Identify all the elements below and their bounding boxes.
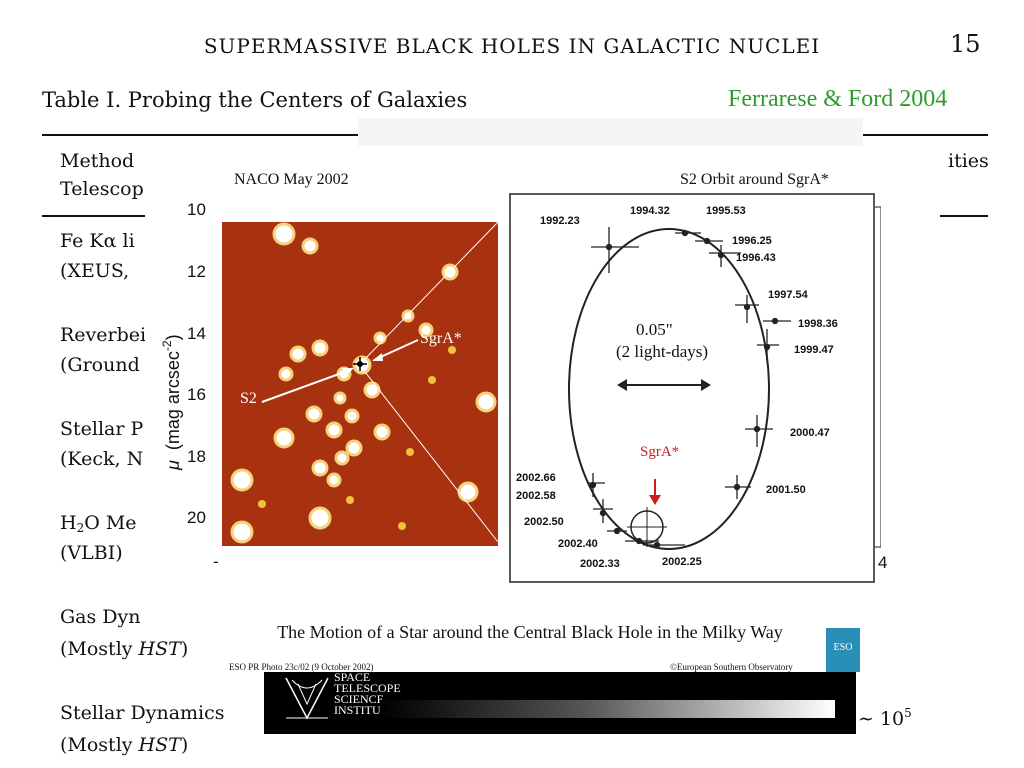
row-method: Reverbei — [60, 324, 147, 346]
y-tick: 10 — [187, 200, 206, 219]
epoch-label: 1994.32 — [630, 205, 670, 217]
y-tick: 14 — [187, 324, 206, 343]
row-density: ∼ 105 — [858, 698, 912, 734]
y-axis-exponent: -2 — [160, 340, 174, 352]
orbit-diagram — [509, 193, 881, 583]
stsci-logo-text: SPACE TELESCOPE SCIENCE INSTITUTE — [334, 670, 401, 717]
row-telescope: (Mostly HST) — [60, 730, 188, 760]
x-tick: 4 — [878, 553, 888, 572]
eso-logo-text: ESO — [833, 642, 853, 653]
row-method: Stellar P — [60, 418, 144, 440]
row-method: Fe Kα li — [60, 230, 135, 252]
row-method: H2O Me — [60, 508, 137, 543]
stsci-emblem-icon — [285, 677, 329, 720]
epoch-label: 1998.36 — [798, 318, 838, 330]
sgra-orbit-label: SgrA* — [640, 444, 680, 460]
epoch-label: 1996.25 — [732, 235, 772, 247]
header-method: Method — [60, 150, 135, 172]
table-header-rule-left — [42, 215, 152, 217]
scale-description: (2 light-days) — [616, 342, 709, 361]
epoch-label: 2002.25 — [662, 556, 702, 568]
telescope-prefix: (Mostly — [60, 638, 139, 660]
telescope-italic: HST — [138, 638, 181, 660]
y-tick: 12 — [187, 262, 206, 281]
copyright: ©European Southern Observatory — [670, 662, 793, 672]
header-densities: ities — [948, 150, 989, 172]
table-title: Table I. Probing the Centers of Galaxies — [42, 88, 468, 112]
row-method-sub: 2 — [76, 521, 85, 535]
gradient-strip — [380, 700, 835, 718]
row-telescope: (XEUS, — [60, 260, 130, 282]
row-method: Gas Dyn — [60, 606, 141, 628]
photo-id: ESO PR Photo 23c/02 (9 October 2002) — [229, 662, 374, 672]
y-axis-close: ) — [163, 334, 183, 341]
credit-text: Ferrarese & Ford 2004 — [728, 86, 948, 112]
row-method-prefix: H — [60, 512, 77, 534]
right-panel-title: S2 Orbit around SgrA* — [680, 171, 829, 188]
telescope-suffix: ) — [180, 638, 189, 660]
row-method-suffix: O Me — [84, 512, 137, 534]
epoch-label: 2002.40 — [558, 538, 598, 550]
running-head: SUPERMASSIVE BLACK HOLES IN GALACTIC NUC… — [203, 34, 821, 58]
telescope-prefix: (Mostly — [60, 734, 139, 756]
y-tick: 16 — [187, 385, 206, 404]
epoch-label: 1999.47 — [794, 344, 834, 356]
epoch-label: 1995.53 — [706, 205, 746, 217]
epoch-label: 2002.33 — [580, 558, 620, 570]
row-telescope: (Keck, N — [60, 448, 144, 470]
y-tick: 18 — [187, 447, 206, 466]
y-tick: 20 — [187, 508, 206, 527]
header-telescope: Telescop — [60, 178, 144, 200]
epoch-label: 1992.23 — [540, 215, 580, 227]
sgra-label: SgrA* — [420, 330, 462, 347]
table-header-rule-right — [940, 215, 988, 217]
x-tick: - — [213, 552, 219, 571]
density-exponent: 5 — [904, 706, 912, 720]
star-field-image — [222, 222, 498, 546]
row-telescope: (Mostly HST) — [60, 634, 188, 664]
epoch-label: 2000.47 — [790, 427, 830, 439]
page-number: 15 — [950, 30, 981, 58]
stsci-line: SCIENCE — [334, 692, 385, 706]
row-telescope: (VLBI) — [60, 542, 123, 564]
stsci-line: INSTITUTE — [334, 703, 396, 717]
epoch-label: 2001.50 — [766, 484, 806, 496]
epoch-label: 2002.58 — [516, 490, 556, 502]
row-method: Stellar Dynamics — [60, 702, 225, 724]
s2-label: S2 — [240, 390, 257, 407]
eso-logo: ESO — [826, 628, 860, 672]
y-axis-label: μ (mag arcsec-2) — [160, 250, 184, 470]
figure-caption: The Motion of a Star around the Central … — [277, 622, 783, 642]
telescope-suffix: ) — [180, 734, 189, 756]
epoch-label: 2002.66 — [516, 472, 556, 484]
epoch-label: 1996.43 — [736, 252, 776, 264]
row-telescope: (Ground — [60, 354, 140, 376]
epoch-label: 1997.54 — [768, 289, 808, 301]
epoch-label: 2002.50 — [524, 516, 564, 528]
overlay-band — [358, 118, 863, 146]
density-value: ∼ 10 — [858, 708, 905, 730]
stsci-line: TELESCOPE — [334, 681, 401, 695]
scale-value: 0.05" — [636, 320, 673, 339]
stsci-line: SPACE — [334, 670, 371, 684]
y-axis-symbol: μ — [163, 460, 183, 470]
y-axis-text: (mag arcsec — [163, 351, 183, 451]
left-panel-title: NACO May 2002 — [234, 171, 349, 188]
telescope-italic: HST — [138, 734, 181, 756]
